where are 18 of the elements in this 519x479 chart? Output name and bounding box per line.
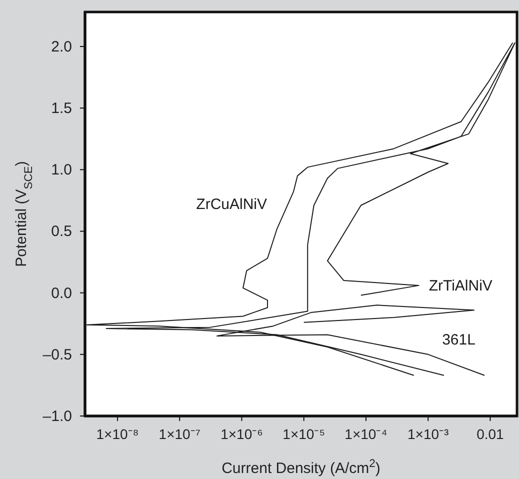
series-label: 361L <box>442 331 476 348</box>
y-tick-label: –1.0 <box>42 408 72 425</box>
x-axis-title: Current Density (A/cm$^{2}$) <box>222 458 380 477</box>
y-tick-label: 0.0 <box>51 284 72 302</box>
x-tick-label: 1×10⁻³ <box>407 426 450 442</box>
x-tick-label: 1×10⁻⁶ <box>220 426 263 442</box>
x-tick-label: 1×10⁻⁷ <box>158 426 200 442</box>
series-label: ZrCuAlNiV <box>196 196 268 213</box>
series-label: ZrTiAlNiV <box>428 277 492 294</box>
x-tick-label: 1×10⁻⁴ <box>344 426 388 442</box>
y-tick-label: 1.0 <box>51 162 72 179</box>
x-tick-label: 0.01 <box>476 426 504 442</box>
y-tick-label: 1.5 <box>51 100 72 118</box>
y-tick-label: –0.5 <box>42 346 72 364</box>
y-tick-label: 2.0 <box>51 38 72 56</box>
y-tick-label: 0.5 <box>51 223 72 240</box>
x-tick-label: 1×10⁻⁸ <box>96 426 139 442</box>
x-tick-label: 1×10⁻⁵ <box>282 426 326 442</box>
